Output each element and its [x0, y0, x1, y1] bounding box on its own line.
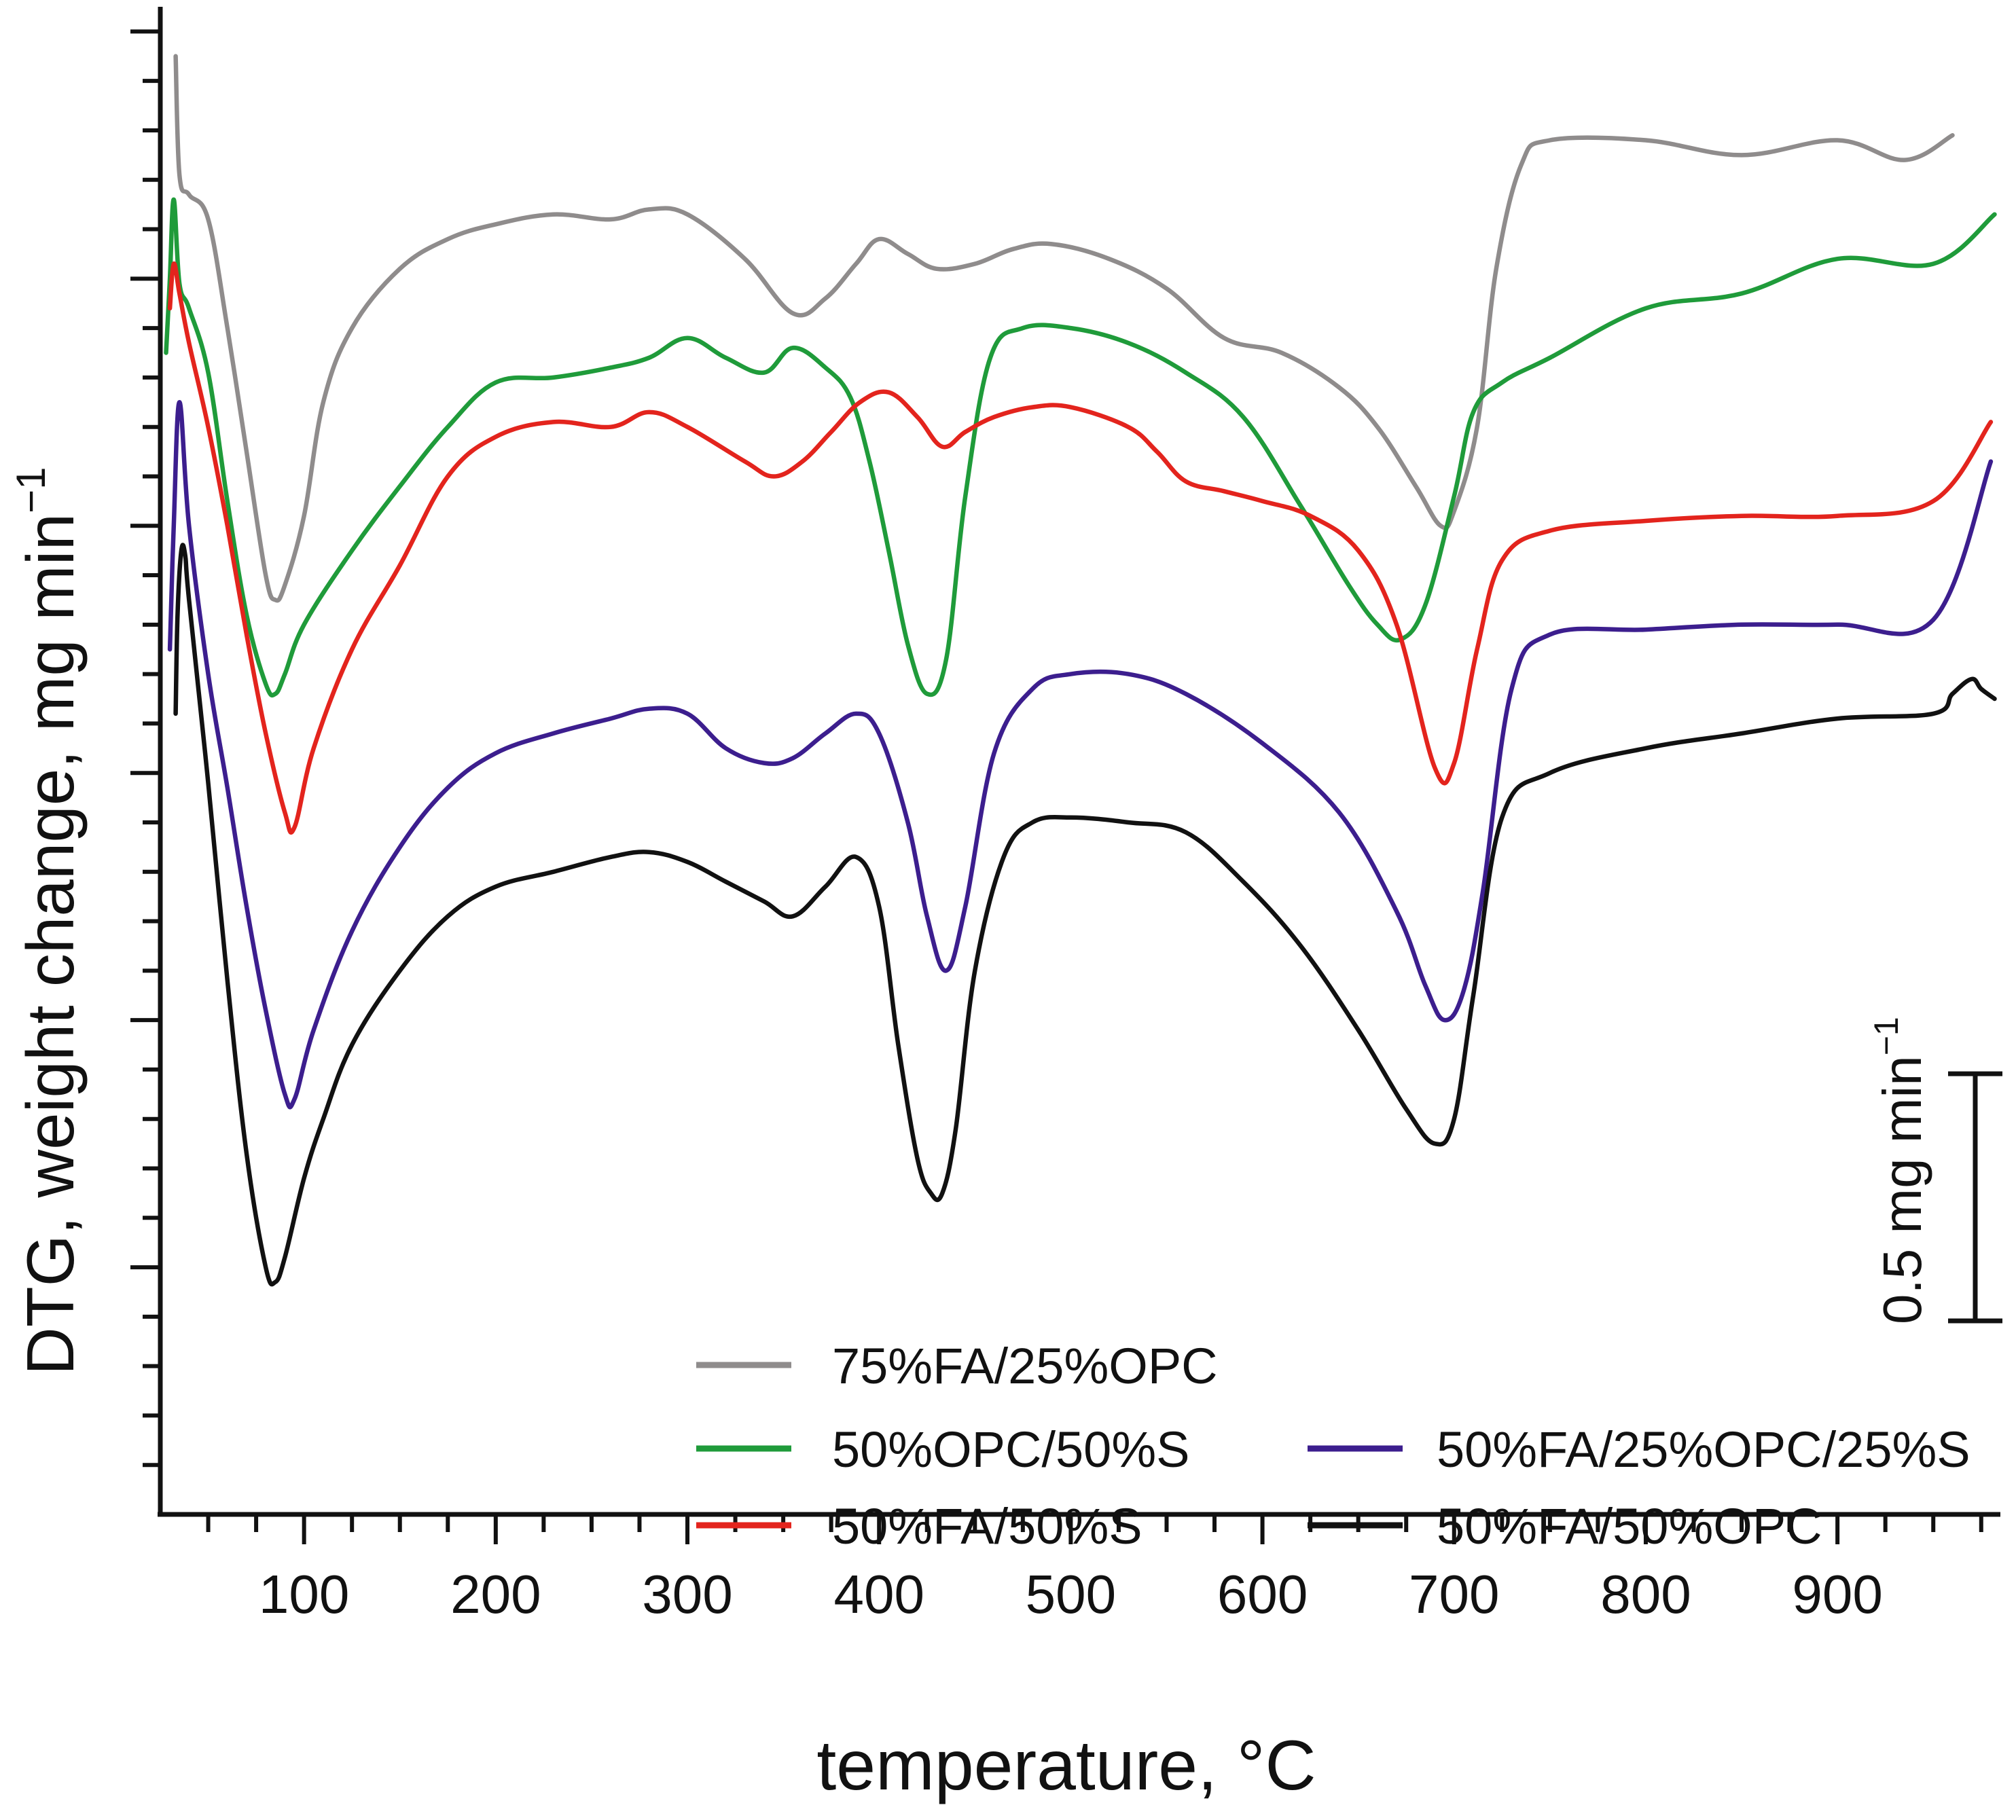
y-axis-title: DTG, weight change, mg min−1 [8, 467, 88, 1376]
scale-bar: 0.5 mg min−1 [1867, 1017, 2002, 1324]
series-line-0 [173, 54, 1955, 603]
x-tick-label: 700 [1409, 1564, 1499, 1624]
legend-item: 75%FA/25%OPC [696, 1338, 1218, 1394]
x-tick-label: 300 [642, 1564, 732, 1624]
y-axis-title-main: DTG, weight change, mg min [13, 513, 88, 1375]
x-tick-label: 800 [1600, 1564, 1691, 1624]
legend-item: 50%FA/50%OPC [1308, 1498, 1822, 1554]
x-tick-label: 100 [259, 1564, 349, 1624]
y-axis-title-superscript: −1 [8, 467, 54, 513]
legend-label: 50%FA/50%S [832, 1498, 1142, 1554]
legend-item: 50%FA/25%OPC/25%S [1308, 1421, 1970, 1478]
scale-bar-label: 0.5 mg min−1 [1867, 1017, 1932, 1324]
series-line-3 [167, 400, 1994, 1110]
legend-label: 50%OPC/50%S [832, 1421, 1190, 1478]
x-axis-ticks [206, 1514, 1983, 1544]
legend-label: 50%FA/50%OPC [1437, 1498, 1822, 1554]
scale-bar-label-main: 0.5 mg min [1872, 1055, 1932, 1324]
legend-label: 75%FA/25%OPC [832, 1338, 1218, 1394]
x-tick-label: 500 [1026, 1564, 1116, 1624]
series-line-1 [164, 197, 1997, 697]
x-tick-label: 600 [1217, 1564, 1308, 1624]
series-line-2 [167, 261, 1994, 835]
x-tick-label: 200 [450, 1564, 541, 1624]
legend-label: 50%FA/25%OPC/25%S [1437, 1421, 1970, 1478]
legend-item: 50%OPC/50%S [696, 1421, 1190, 1478]
x-axis-title: temperature, °C [816, 1726, 1316, 1805]
scale-bar-label-superscript: −1 [1867, 1017, 1905, 1055]
x-tick-label: 400 [833, 1564, 924, 1624]
x-tick-labels: 100 200 300 400 500 600 700 800 900 [259, 1564, 1883, 1624]
series-lines [164, 54, 1997, 1287]
y-axis-ticks [130, 29, 160, 1468]
x-tick-label: 900 [1792, 1564, 1882, 1624]
legend: 75%FA/25%OPC 50%OPC/50%S 50%FA/25%OPC/25… [696, 1338, 1970, 1554]
legend-item: 50%FA/50%S [696, 1498, 1142, 1554]
series-line-4 [173, 543, 1997, 1287]
